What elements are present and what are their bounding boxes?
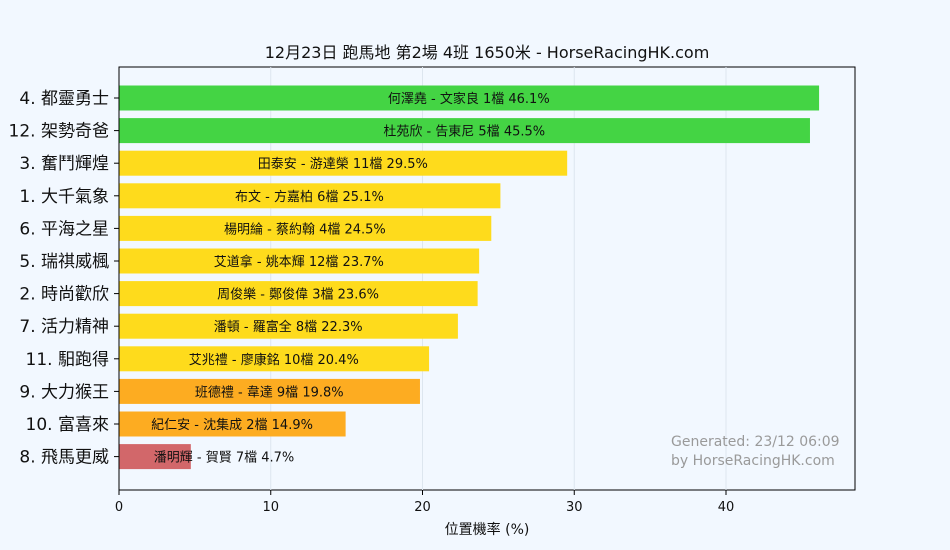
bar (119, 150, 568, 176)
bar-data-label: 周俊樂 - 鄭俊偉 3檔 23.6% (217, 287, 379, 303)
horse-label: 1. 大千氣象 (19, 187, 109, 207)
bar (119, 411, 346, 437)
horse-label: 11. 馹跑得 (26, 350, 109, 370)
x-tick-label: 10 (262, 500, 279, 515)
horse-label: 6. 平海之星 (19, 219, 109, 239)
bar-data-label: 布文 - 方嘉柏 6檔 25.1% (235, 189, 384, 205)
x-axis-ticks: 0 10 20 30 40 (115, 490, 734, 515)
x-tick-label: 40 (718, 500, 735, 515)
horse-label: 2. 時尚歡欣 (19, 285, 109, 305)
bar (119, 444, 191, 470)
bar (119, 183, 501, 209)
x-tick-label: 20 (414, 500, 431, 515)
watermark-site: by HorseRacingHK.com (671, 453, 835, 469)
bar (119, 281, 478, 307)
bar-data-label: 艾道拿 - 姚本輝 12檔 23.7% (214, 254, 384, 270)
horse-label: 4. 都靈勇士 (19, 89, 109, 109)
watermark-generated: Generated: 23/12 06:09 (671, 434, 840, 450)
bar (119, 215, 492, 241)
horse-label: 12. 架勢奇爸 (9, 122, 109, 142)
chart-title: 12月23日 跑馬地 第2場 4班 1650米 - HorseRacingHK.… (265, 43, 710, 62)
bar-data-label: 艾兆禮 - 廖康銘 10檔 20.4% (189, 352, 359, 368)
x-axis-label: 位置機率 (%) (445, 521, 530, 538)
bar-data-label: 何澤堯 - 文家良 1檔 46.1% (388, 91, 550, 107)
bars-group: 何澤堯 - 文家良 1檔 46.1% 杜苑欣 - 告東尼 5檔 45.5% 田泰安 … (119, 85, 820, 470)
horse-label: 10. 富喜來 (26, 415, 109, 435)
bar-data-label: 班德禮 - 韋達 9檔 19.8% (195, 385, 344, 400)
x-tick-label: 0 (115, 500, 123, 515)
horse-label: 3. 奮鬥輝煌 (19, 154, 109, 174)
x-tick-label: 30 (566, 500, 583, 515)
bar-data-label: 杜苑欣 - 告東尼 5檔 45.5% (383, 124, 545, 140)
bar (119, 248, 480, 274)
horse-label: 8. 飛馬更威 (19, 448, 109, 468)
bar (119, 378, 420, 404)
horse-label: 9. 大力猴王 (19, 382, 109, 402)
bar-data-label: 田泰安 - 游達榮 11檔 29.5% (258, 157, 428, 172)
bar-data-label: 紀仁安 - 沈集成 2檔 14.9% (151, 417, 313, 433)
bar-data-label: 楊明綸 - 蔡約翰 4檔 24.5% (224, 221, 386, 237)
bar-data-label: 潘頓 - 羅富全 8檔 22.3% (214, 319, 363, 335)
bar (119, 85, 820, 111)
bar-data-label: 潘明輝 - 賀賢 7檔 4.7% (154, 451, 295, 466)
bar (119, 118, 810, 144)
bar (119, 313, 458, 339)
horse-label: 5. 瑞祺威楓 (19, 252, 109, 272)
horse-label: 7. 活力精神 (19, 317, 109, 337)
horse-labels: 4. 都靈勇士 12. 架勢奇爸 3. 奮鬥輝煌 1. 大千氣象 6. 平海之星 5. 瑞… (9, 89, 119, 468)
bar (119, 346, 430, 372)
